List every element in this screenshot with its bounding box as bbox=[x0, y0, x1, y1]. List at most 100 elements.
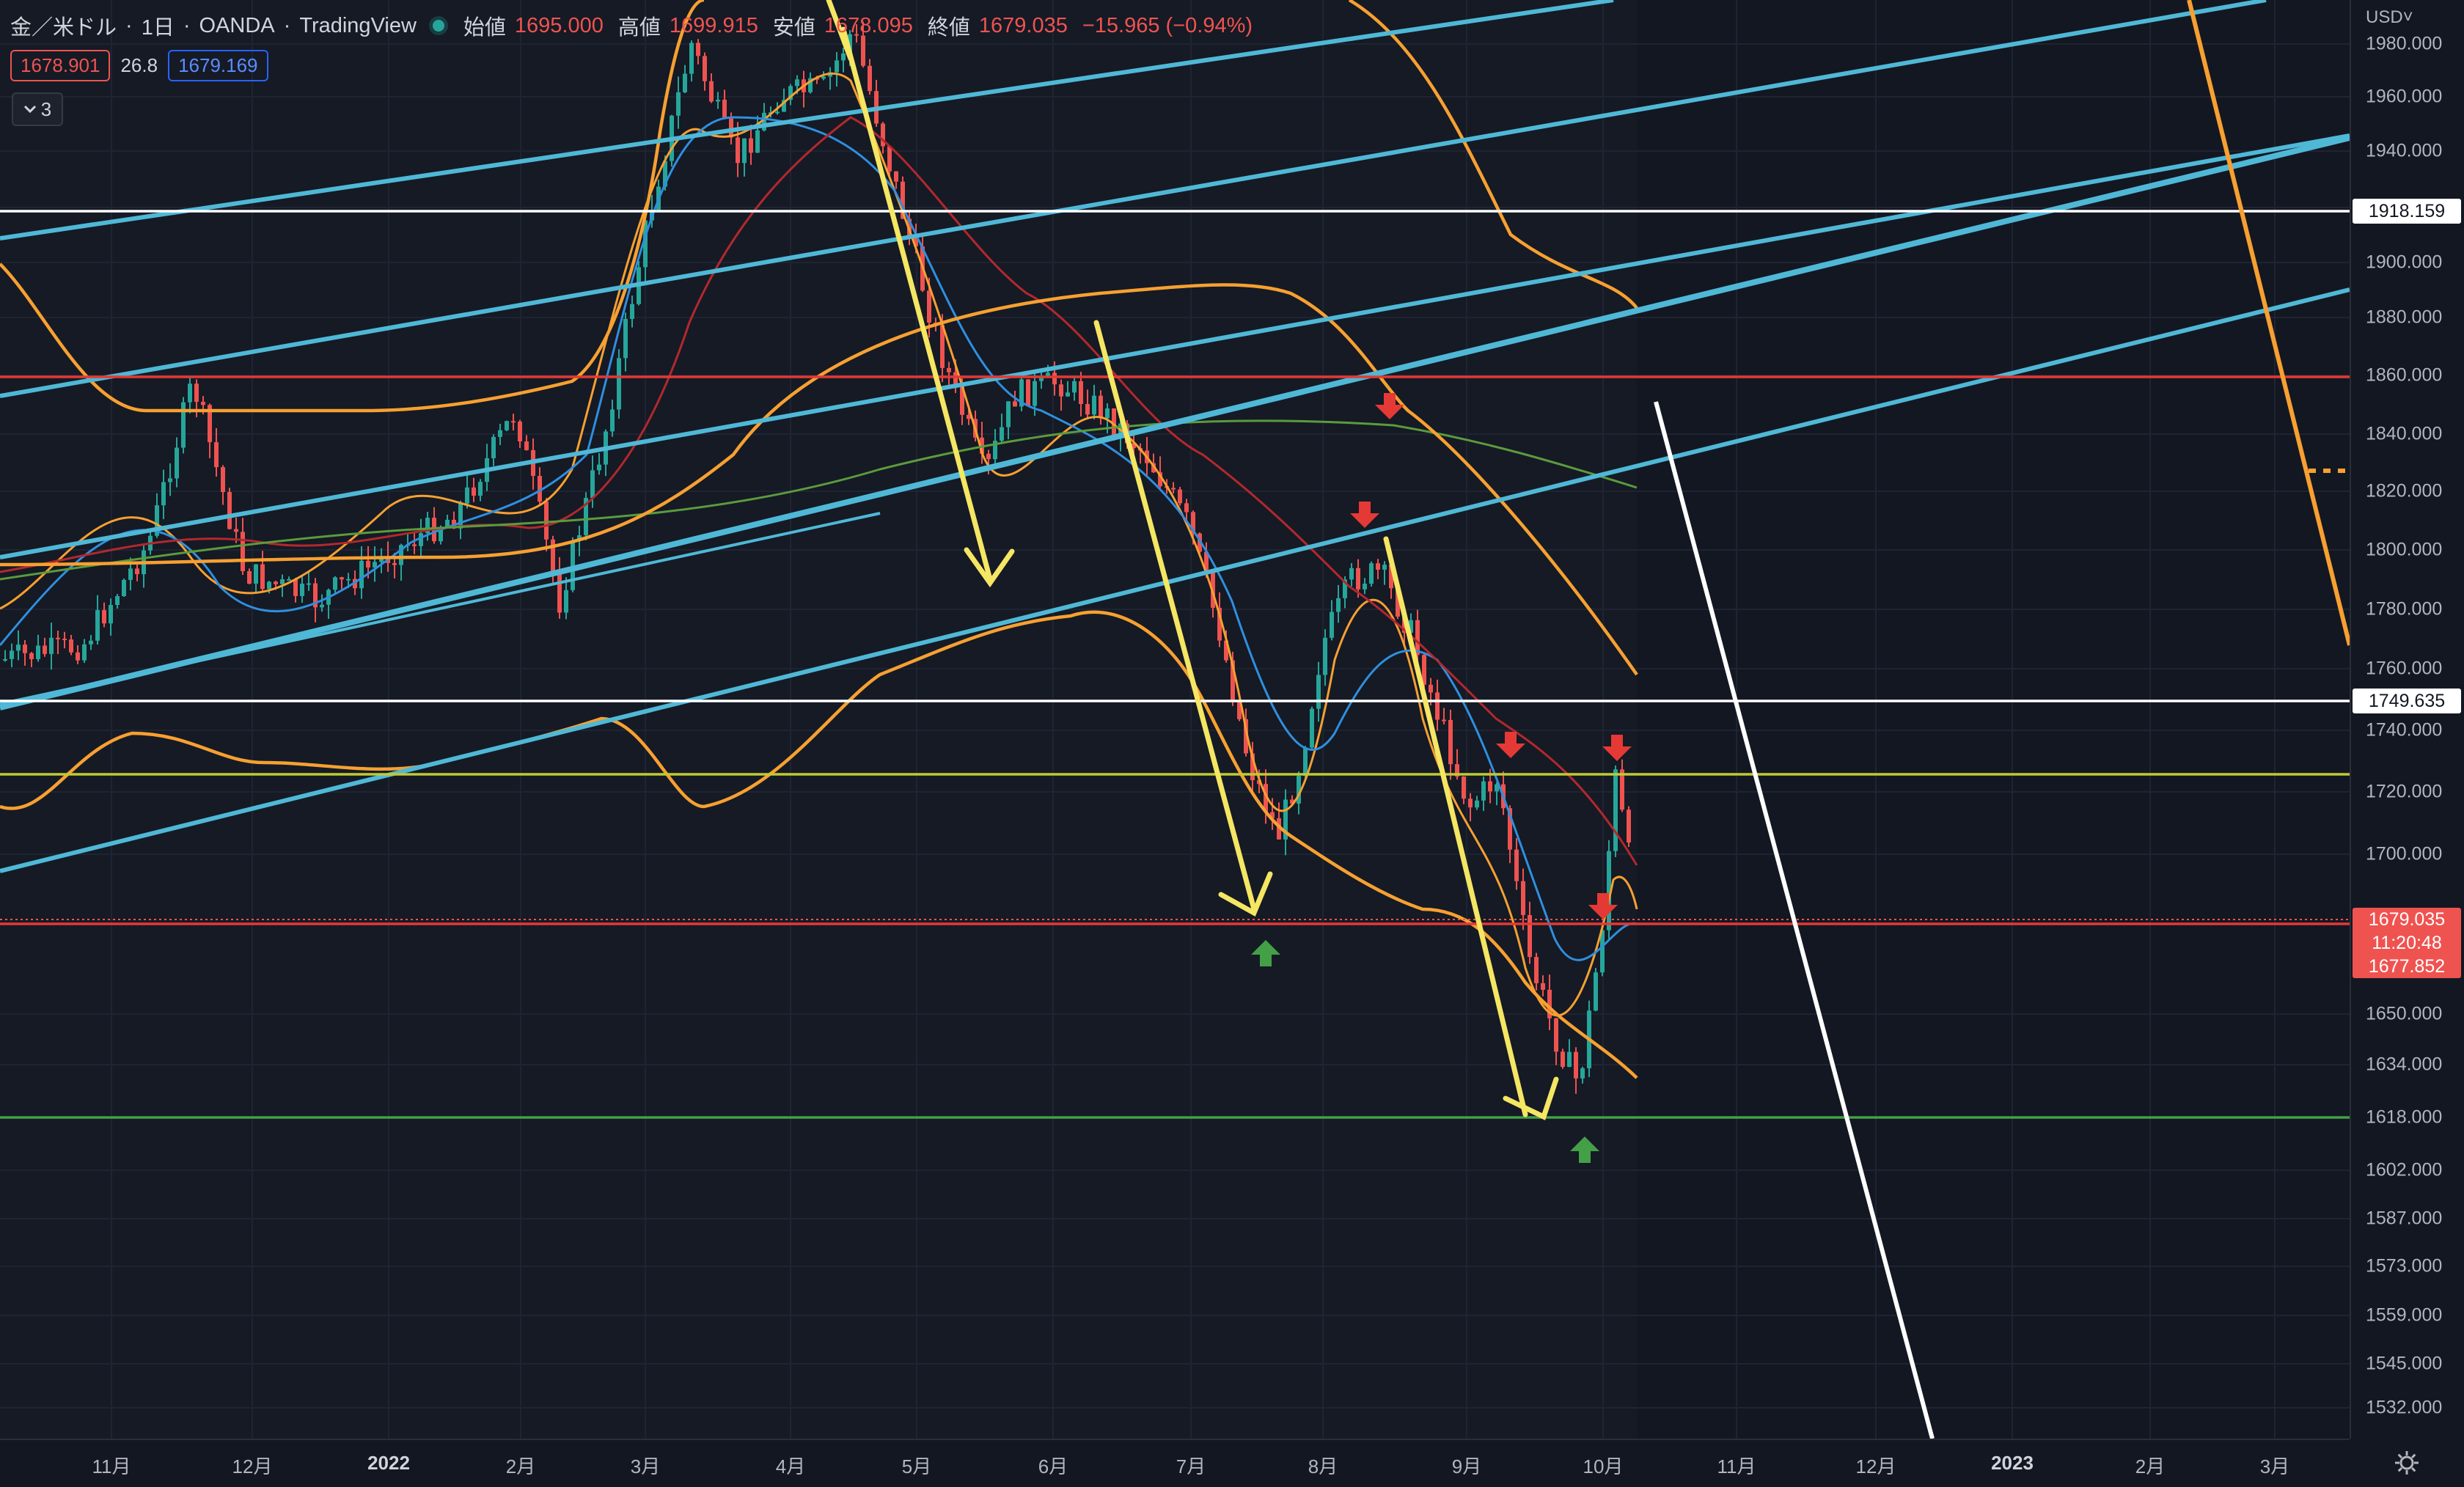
channel-line-2 bbox=[0, 0, 2267, 398]
candle-body bbox=[584, 498, 588, 535]
time-label: 12月 bbox=[1855, 1455, 1896, 1477]
symbol-legend[interactable]: 金／米ドル · 1日 · OANDA · TradingView 始値 1695… bbox=[10, 9, 1258, 43]
bollinger-lower bbox=[0, 610, 1638, 1079]
sell-button[interactable]: 1678.901 bbox=[10, 50, 111, 81]
high-value: 1699.915 bbox=[669, 13, 758, 37]
symbol-name[interactable]: 金／米ドル bbox=[10, 16, 117, 40]
bollinger-upper bbox=[0, 0, 1638, 413]
candle-body bbox=[412, 544, 417, 546]
buy-button[interactable]: 1679.169 bbox=[168, 50, 268, 81]
candle-body bbox=[1528, 914, 1532, 958]
candle-body bbox=[313, 583, 318, 608]
bar-countdown: 11:20:48 bbox=[2372, 932, 2442, 953]
candle-body bbox=[1072, 381, 1077, 393]
candle-body bbox=[927, 290, 931, 323]
candle-body bbox=[1521, 881, 1525, 915]
candle-body bbox=[788, 86, 793, 100]
price-tick: 1820.000 bbox=[2366, 480, 2443, 502]
price-tick: 1780.000 bbox=[2366, 598, 2443, 620]
channel-line-1 bbox=[0, 0, 1614, 241]
candle-body bbox=[491, 436, 496, 458]
candle-body bbox=[1132, 443, 1136, 449]
candle-body bbox=[247, 570, 252, 584]
candle-body bbox=[1250, 753, 1255, 781]
ma-red-line bbox=[0, 116, 1638, 866]
indicators-toggle-button[interactable]: 3 bbox=[12, 92, 63, 126]
bollinger-middle bbox=[0, 283, 1638, 676]
candle-body bbox=[241, 532, 245, 571]
candle-body bbox=[1237, 702, 1242, 719]
last-price-tag: 1679.035 11:20:48 1677.852 bbox=[2353, 908, 2461, 978]
candle-body bbox=[821, 76, 826, 79]
candle-body bbox=[1343, 579, 1347, 598]
candle-body bbox=[597, 464, 601, 471]
candle-body bbox=[1376, 563, 1380, 570]
candle-body bbox=[1468, 798, 1473, 808]
channel-lines bbox=[0, 0, 2350, 873]
candle-body bbox=[841, 53, 846, 61]
horizontal-levels bbox=[0, 210, 2350, 1119]
price-tick: 1880.000 bbox=[2366, 306, 2443, 328]
candle-body bbox=[643, 220, 648, 268]
candle-body bbox=[1310, 708, 1314, 748]
price-tick: 1760.000 bbox=[2366, 658, 2443, 679]
candle-body bbox=[49, 637, 54, 654]
prev-close-value: 1677.852 bbox=[2368, 955, 2446, 977]
candle-body bbox=[1475, 800, 1479, 808]
candle-body bbox=[993, 441, 997, 460]
candle-body bbox=[1019, 379, 1024, 407]
candle-body bbox=[445, 519, 450, 529]
candle-body bbox=[1415, 620, 1420, 656]
candle-body bbox=[260, 564, 265, 590]
candle-body bbox=[1277, 818, 1281, 840]
candle-body bbox=[1574, 1051, 1578, 1079]
price-tick: 1634.000 bbox=[2366, 1054, 2443, 1075]
candle-body bbox=[1607, 851, 1611, 930]
interval[interactable]: 1日 bbox=[141, 16, 175, 40]
currency-selector[interactable]: USD˅ bbox=[2366, 7, 2413, 27]
candle-body bbox=[194, 383, 199, 403]
candle-body bbox=[1382, 565, 1387, 570]
time-label: 2月 bbox=[505, 1455, 536, 1477]
candle-body bbox=[1059, 384, 1063, 397]
candle-body bbox=[1085, 404, 1090, 415]
candle-body bbox=[320, 604, 324, 608]
candle-body bbox=[1488, 781, 1492, 792]
candle-body bbox=[76, 652, 80, 661]
candle-body bbox=[663, 161, 667, 187]
candle-body bbox=[1191, 512, 1195, 534]
time-label-year: 2023 bbox=[1991, 1452, 2034, 1474]
candle-body bbox=[1000, 427, 1004, 441]
time-axis[interactable]: 11月 12月 2022 2月 3月 4月 5月 6月 7月 8月 9月 10月… bbox=[0, 1439, 2350, 1487]
price-tick: 1650.000 bbox=[2366, 1003, 2443, 1024]
candle-body bbox=[1006, 401, 1011, 427]
low-value: 1678.095 bbox=[824, 13, 913, 37]
moving-averages bbox=[0, 72, 1638, 1017]
candle-body bbox=[1171, 488, 1176, 490]
ma-green-line bbox=[0, 419, 1638, 581]
time-label: 2月 bbox=[2135, 1455, 2166, 1477]
candle-body bbox=[1026, 379, 1030, 406]
candle-body bbox=[465, 487, 469, 504]
price-tick: 1980.000 bbox=[2366, 33, 2443, 54]
gear-icon[interactable] bbox=[2392, 1448, 2421, 1477]
candle-body bbox=[1442, 719, 1446, 722]
candle-body bbox=[967, 414, 971, 419]
candle-body bbox=[808, 78, 813, 92]
candle-body bbox=[986, 453, 991, 460]
price-axis[interactable]: 1980.000 1960.000 1940.000 1900.000 1880… bbox=[2350, 0, 2464, 1439]
candle-body bbox=[122, 579, 126, 597]
price-tick: 1860.000 bbox=[2366, 364, 2443, 386]
candle-body bbox=[82, 644, 87, 661]
level-tag-upper: 1918.159 bbox=[2353, 199, 2461, 224]
candle-body bbox=[914, 236, 918, 247]
low-label: 安値 bbox=[772, 16, 815, 40]
candle-body bbox=[280, 579, 285, 584]
price-tick: 1618.000 bbox=[2366, 1106, 2443, 1128]
candle-body bbox=[227, 492, 232, 529]
candle-body bbox=[1290, 799, 1294, 804]
time-label: 11月 bbox=[92, 1455, 131, 1477]
candle-body bbox=[1580, 1068, 1585, 1079]
candle-body bbox=[505, 421, 509, 430]
